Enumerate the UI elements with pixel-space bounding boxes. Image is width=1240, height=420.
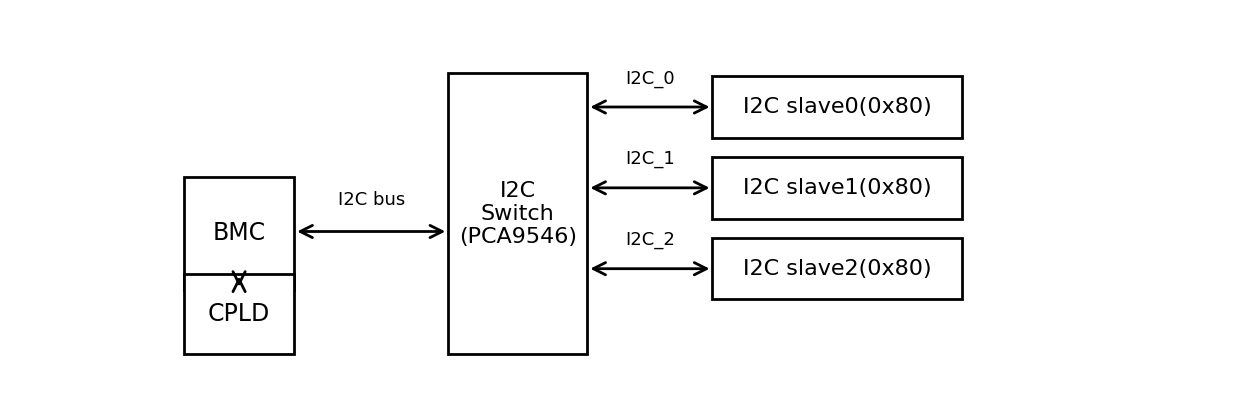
Text: I2C_1: I2C_1: [625, 150, 675, 168]
Text: I2C bus: I2C bus: [337, 191, 404, 209]
Text: BMC: BMC: [212, 221, 265, 245]
Bar: [712, 238, 962, 299]
Text: I2C
Switch
(PCA9546): I2C Switch (PCA9546): [459, 181, 577, 247]
Bar: [712, 76, 962, 138]
Bar: [184, 273, 294, 354]
Text: I2C_2: I2C_2: [625, 231, 675, 249]
Bar: [448, 73, 588, 354]
Bar: [184, 176, 294, 290]
Text: I2C slave2(0x80): I2C slave2(0x80): [743, 259, 931, 279]
Text: I2C slave0(0x80): I2C slave0(0x80): [743, 97, 931, 117]
Text: I2C_0: I2C_0: [625, 70, 675, 88]
Text: CPLD: CPLD: [208, 302, 270, 326]
Bar: [712, 157, 962, 218]
Text: I2C slave1(0x80): I2C slave1(0x80): [743, 178, 931, 198]
